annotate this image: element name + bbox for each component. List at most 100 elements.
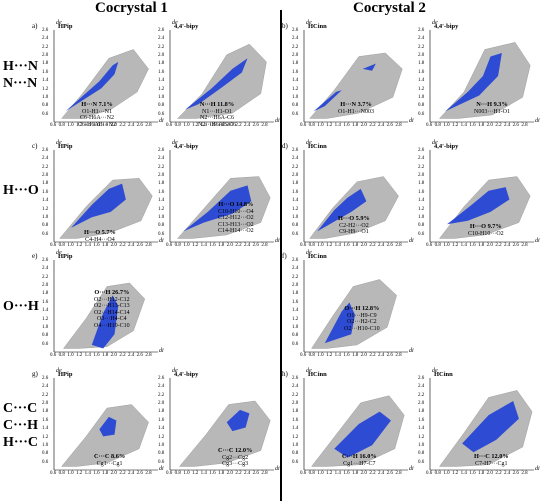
x-tick-label: 2.0 xyxy=(110,353,117,358)
y-tick-label: 1.4 xyxy=(158,426,165,432)
y-tick-label: 1.4 xyxy=(418,426,425,432)
y-axis-symbol: de xyxy=(56,140,62,146)
y-tick-label: 0.6 xyxy=(292,459,299,465)
y-tick-label: 1.2 xyxy=(42,316,49,322)
x-tick-label: 2.8 xyxy=(261,243,268,248)
contact-percentage: H···N 3.7% xyxy=(340,101,372,108)
contact-annotation: H···C 12.0% C7-H7···Cg1 xyxy=(474,453,509,467)
x-tick-label: 2.8 xyxy=(145,471,152,476)
x-tick-label: 1.8 xyxy=(352,353,359,358)
y-tick-label: 2.4 xyxy=(42,384,49,390)
x-tick-label: 2.0 xyxy=(360,353,367,358)
contact-percentage: C···H 16.0% xyxy=(342,453,377,460)
y-tick-label: 2.4 xyxy=(42,36,49,42)
highlighted-contact-region xyxy=(71,183,126,228)
y-tick-label: 2.0 xyxy=(292,401,299,407)
y-tick-label: 0.6 xyxy=(418,231,425,237)
highlighted-contact-region xyxy=(445,53,502,112)
y-tick-label: 1.0 xyxy=(292,94,299,100)
y-tick-label: 2.6 xyxy=(418,148,425,153)
contact-line: C12-H12···O2 xyxy=(218,215,254,222)
x-tick-label: 1.2 xyxy=(76,353,83,358)
x-tick-label: 1.8 xyxy=(218,471,225,476)
y-tick-label: 1.2 xyxy=(292,316,299,322)
fingerprint-plot xyxy=(303,150,408,243)
contact-line: O1-H1···N003 xyxy=(338,108,374,115)
contact-line: N1···H1-O1 xyxy=(202,108,232,115)
contact-line: C10-H10···O4 xyxy=(218,208,254,215)
x-tick-label: 1.8 xyxy=(352,243,359,248)
fingerprint-plot xyxy=(53,260,158,353)
y-axis-symbol: de xyxy=(56,368,62,374)
y-tick-label: 2.6 xyxy=(418,28,425,33)
contact-line: C10-H10···O2 xyxy=(468,230,504,237)
highlighted-contact-region xyxy=(334,411,391,458)
x-tick-label: 2.8 xyxy=(145,353,152,358)
x-tick-label: 2.8 xyxy=(261,123,268,128)
y-tick-label: 1.0 xyxy=(42,214,49,220)
contact-percentage: O···H 26.7% xyxy=(94,289,130,296)
x-tick-label: 0.6 xyxy=(50,471,57,476)
x-tick-label: 2.6 xyxy=(252,123,259,128)
y-tick-label: 2.0 xyxy=(292,173,299,179)
contact-annotation: H···O 5.7% C4-H4···O4 xyxy=(84,229,116,243)
panel-letter: f) xyxy=(282,252,287,260)
contact-percentage: H···O 14.8% xyxy=(218,201,254,208)
row-label-line: C···C xyxy=(3,401,38,416)
x-tick-label: 1.8 xyxy=(352,123,359,128)
x-tick-label: 1.4 xyxy=(460,471,467,476)
x-tick-label: 2.0 xyxy=(226,123,233,128)
x-tick-label: 0.8 xyxy=(308,471,315,476)
y-tick-label: 0.8 xyxy=(42,451,49,457)
x-tick-label: 1.6 xyxy=(93,353,100,358)
x-tick-label: 2.2 xyxy=(119,243,126,248)
x-tick-label: 0.8 xyxy=(58,123,65,128)
x-tick-label: 1.0 xyxy=(317,471,324,476)
highlighted-contact-region xyxy=(317,188,367,232)
x-tick-label: 0.6 xyxy=(300,471,307,476)
x-tick-label: 2.4 xyxy=(128,243,135,248)
x-tick-label: 1.4 xyxy=(334,123,341,128)
y-tick-label: 0.8 xyxy=(292,333,299,339)
molecule-label: 4,4'-bipy xyxy=(174,23,199,30)
x-tick-label: 2.8 xyxy=(521,123,528,128)
highlighted-contact-region xyxy=(99,416,117,437)
panel-letter: b) xyxy=(282,22,288,30)
contact-line: C9-H9···O1 xyxy=(339,229,369,236)
contact-percentage: H···O 9.7% xyxy=(469,223,502,230)
y-tick-label: 1.8 xyxy=(42,181,49,187)
x-tick-label: 2.0 xyxy=(360,123,367,128)
highlighted-contact-region xyxy=(65,61,119,112)
y-tick-label: 0.8 xyxy=(418,451,425,457)
y-tick-label: 2.4 xyxy=(158,36,165,42)
x-tick-label: 1.4 xyxy=(460,123,467,128)
highlighted-contact-region xyxy=(183,185,252,232)
x-tick-label: 0.6 xyxy=(300,353,307,358)
x-tick-label: 0.6 xyxy=(166,123,173,128)
contact-annotation: C···C 12.0% Cg2···Cg2 Cg3···Cg3 xyxy=(218,447,252,468)
y-tick-label: 2.4 xyxy=(158,384,165,390)
row-label-line: H···N xyxy=(3,59,39,74)
y-tick-label: 0.8 xyxy=(42,333,49,339)
y-axis-symbol: de xyxy=(172,368,178,374)
x-axis-symbol: di xyxy=(159,466,164,472)
y-tick-label: 2.6 xyxy=(158,148,165,153)
x-tick-label: 0.6 xyxy=(300,123,307,128)
y-tick-label: 1.4 xyxy=(418,78,425,84)
x-axis-symbol: di xyxy=(409,118,414,124)
y-tick-label: 2.6 xyxy=(292,258,299,263)
row-label-oh: O···H xyxy=(3,298,39,315)
x-tick-label: 1.4 xyxy=(200,123,207,128)
x-tick-label: 2.6 xyxy=(252,243,259,248)
y-tick-label: 2.0 xyxy=(292,53,299,59)
y-axis-symbol: de xyxy=(432,368,438,374)
x-tick-label: 1.6 xyxy=(93,123,100,128)
y-tick-label: 0.8 xyxy=(158,103,165,109)
x-tick-label: 2.2 xyxy=(119,471,126,476)
y-tick-label: 2.4 xyxy=(158,156,165,162)
row-label-line: O···H xyxy=(3,299,39,314)
panel-letter: e) xyxy=(32,252,38,260)
y-tick-label: 2.6 xyxy=(158,376,165,381)
y-tick-label: 1.4 xyxy=(292,308,299,314)
x-tick-label: 2.6 xyxy=(512,123,519,128)
